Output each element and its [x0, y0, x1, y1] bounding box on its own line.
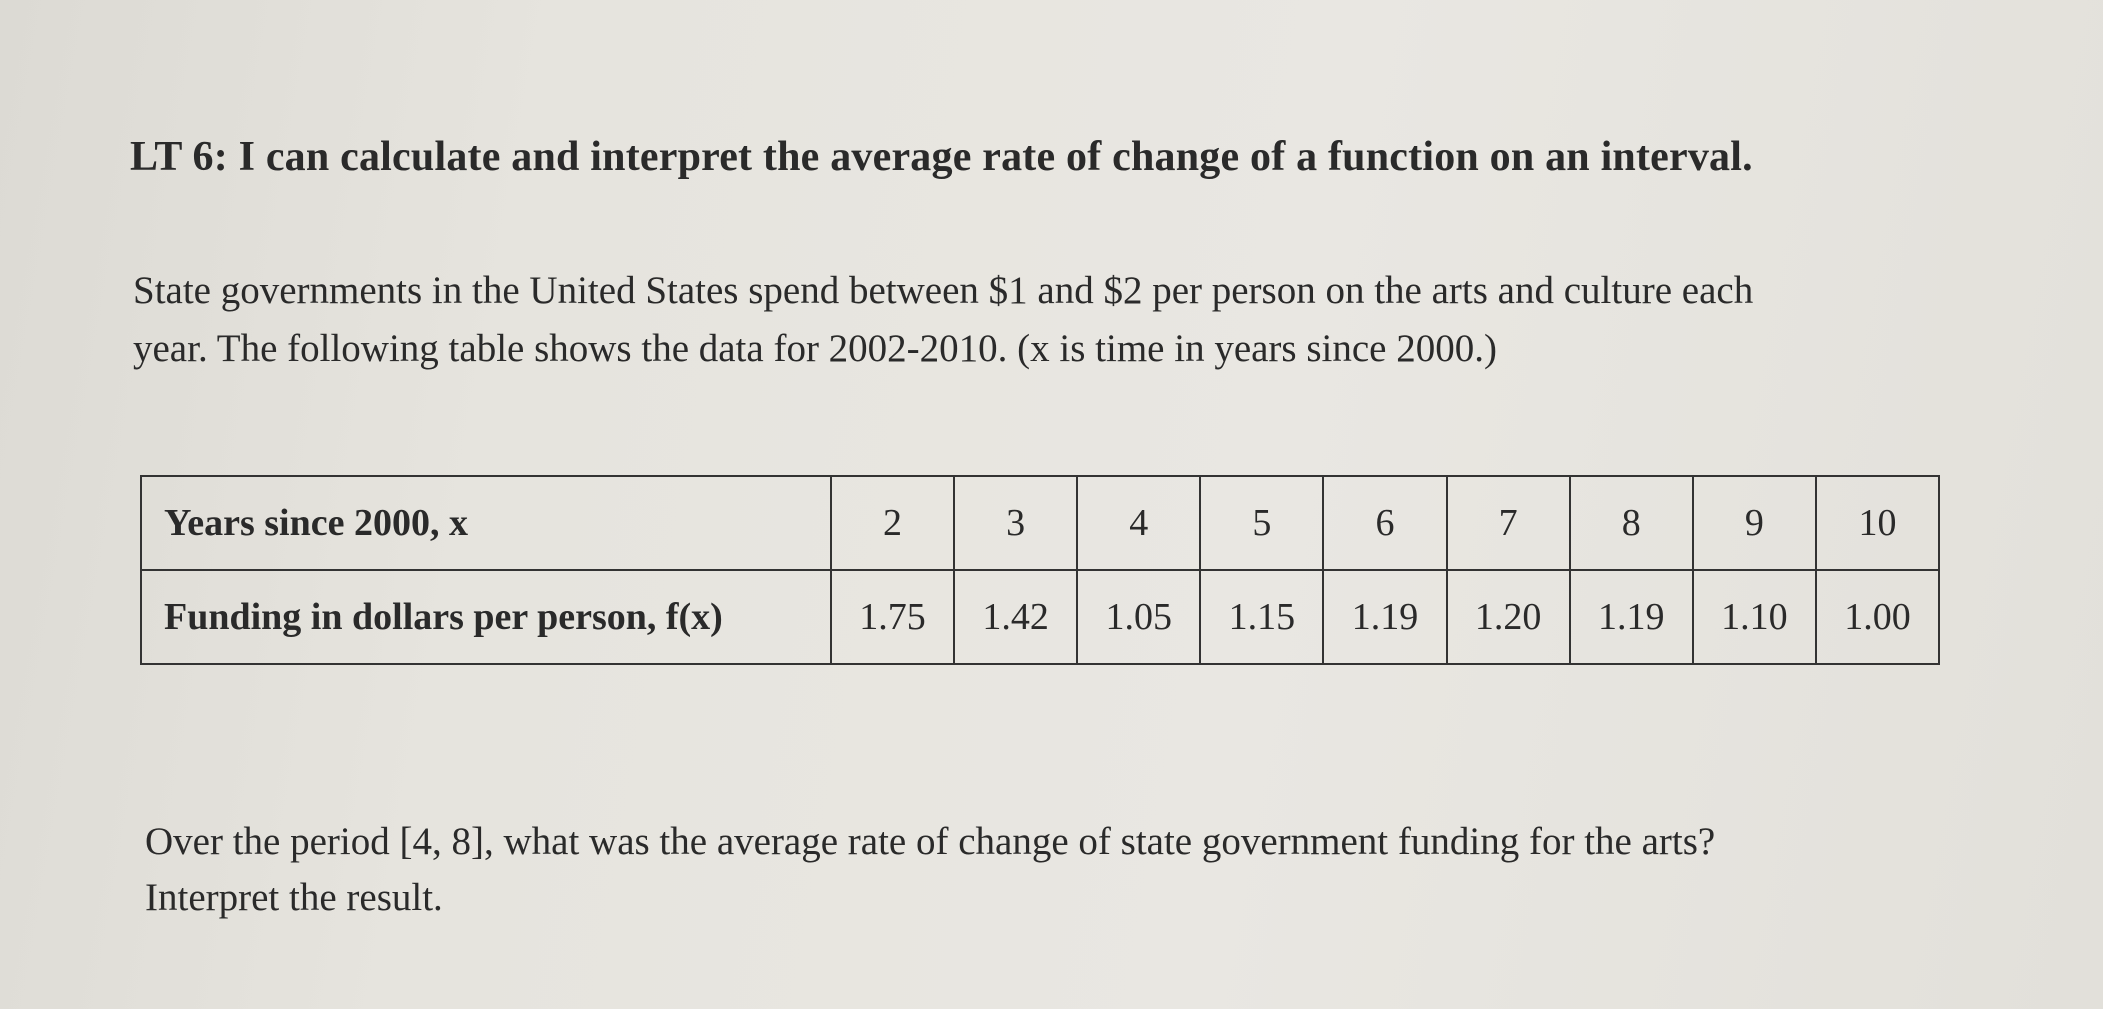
table-cell-fx: 1.15 [1199, 569, 1325, 665]
table-cell-fx: 1.05 [1076, 569, 1202, 665]
learning-target-heading: LT 6: I can calculate and interpret the … [130, 134, 1753, 180]
intro-line-2: year. The following table shows the data… [133, 327, 1497, 370]
table-row-years: Years since 2000, x 2 3 4 5 6 7 8 9 10 [140, 475, 1941, 571]
table-cell-x: 10 [1814, 475, 1941, 571]
table-cell-fx: 1.75 [829, 569, 956, 665]
problem-intro: State governments in the United States s… [133, 262, 1983, 378]
question-line-2: Interpret the result. [145, 876, 443, 919]
table-cell-fx: 1.20 [1445, 569, 1571, 665]
table-cell-fx: 1.19 [1568, 569, 1694, 665]
table-cell-fx: 1.42 [953, 569, 1079, 665]
row-label-funding: Funding in dollars per person, f(x) [140, 569, 832, 665]
question-line-1: Over the period [4, 8], what was the ave… [145, 820, 1716, 863]
data-table: Years since 2000, x 2 3 4 5 6 7 8 9 10 F… [140, 475, 1941, 665]
table-cell-x: 6 [1322, 475, 1448, 571]
table-cell-x: 7 [1445, 475, 1571, 571]
question-text: Over the period [4, 8], what was the ave… [145, 814, 1995, 926]
table-cell-fx: 1.00 [1814, 569, 1941, 665]
table-row-funding: Funding in dollars per person, f(x) 1.75… [140, 569, 1941, 665]
table-cell-x: 9 [1691, 475, 1817, 571]
intro-line-1: State governments in the United States s… [133, 269, 1754, 312]
table-cell-x: 5 [1199, 475, 1325, 571]
row-label-years: Years since 2000, x [140, 475, 832, 571]
table-cell-fx: 1.19 [1322, 569, 1448, 665]
table-cell-x: 2 [829, 475, 956, 571]
table-cell-x: 3 [953, 475, 1079, 571]
table-cell-x: 4 [1076, 475, 1202, 571]
table-cell-fx: 1.10 [1691, 569, 1817, 665]
table-cell-x: 8 [1568, 475, 1694, 571]
